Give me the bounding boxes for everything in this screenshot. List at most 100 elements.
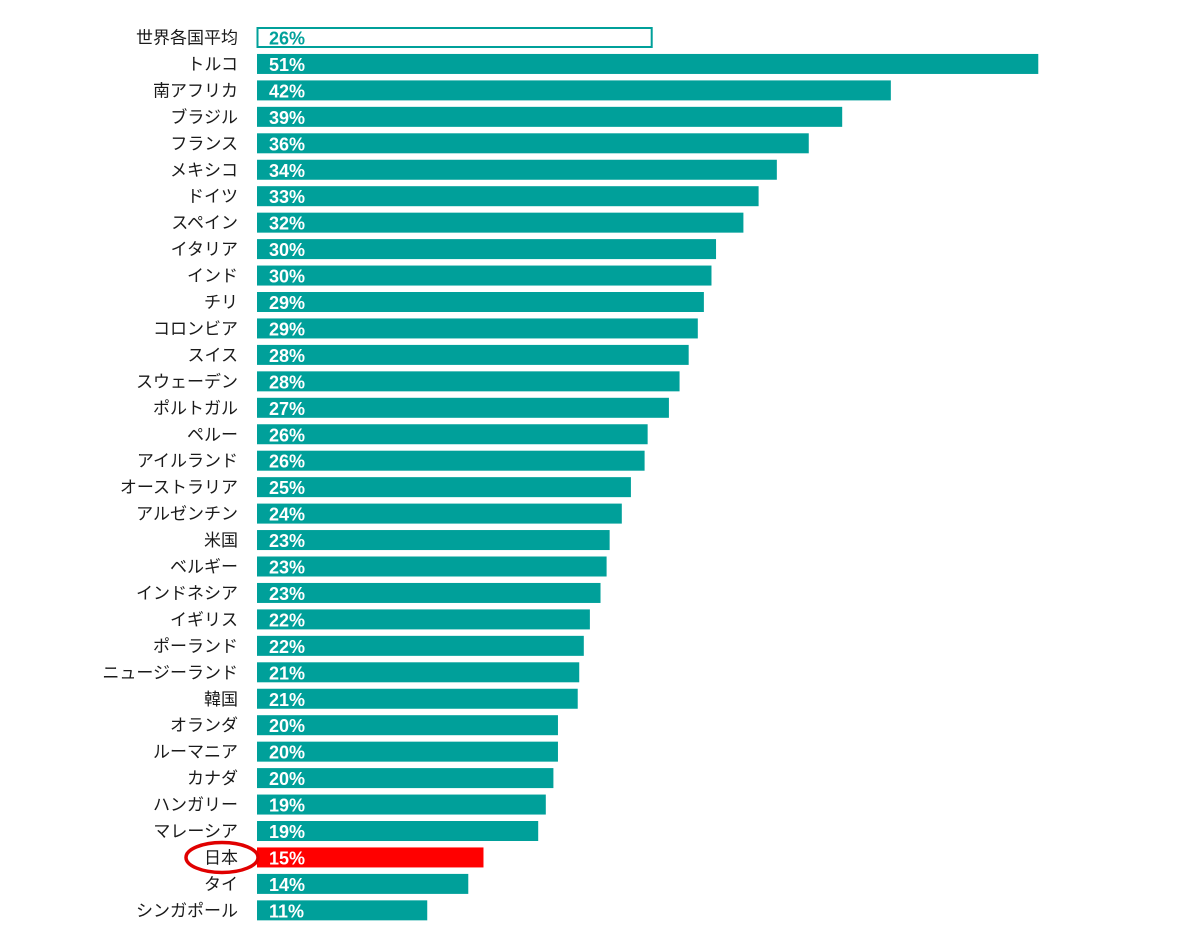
category-label: 韓国	[204, 690, 238, 710]
value-label: 15%	[269, 848, 305, 868]
category-label: イタリア	[171, 240, 238, 260]
bar	[257, 609, 590, 630]
bar	[257, 133, 809, 154]
category-label: フランス	[170, 134, 238, 154]
value-label: 51%	[269, 55, 305, 75]
value-label: 32%	[269, 214, 305, 234]
category-label: オランダ	[170, 716, 238, 736]
bar	[257, 159, 777, 180]
bar	[257, 292, 704, 312]
category-label: スイス	[188, 346, 239, 366]
value-label: 29%	[269, 293, 305, 313]
category-label: イギリス	[170, 610, 238, 630]
value-label: 11%	[269, 901, 304, 921]
category-label: アルゼンチン	[136, 505, 238, 525]
value-label: 34%	[269, 161, 305, 181]
category-label: スウェーデン	[136, 371, 238, 392]
category-label: シンガポール	[136, 901, 238, 921]
category-label: スペイン	[171, 214, 238, 234]
category-label: インド	[187, 267, 238, 287]
value-labels: 26% 51% 42% 39% 36% 34% 33% 32% 30% 30% 29% 29% 28% 2…	[269, 29, 305, 922]
value-label: 23%	[269, 531, 305, 551]
value-label: 19%	[269, 822, 305, 842]
bar	[257, 53, 1039, 74]
category-label: 世界各国平均	[136, 29, 238, 49]
bar	[257, 503, 622, 524]
value-label: 20%	[269, 769, 305, 789]
value-label: 30%	[269, 240, 305, 260]
bar	[257, 741, 558, 762]
bar	[257, 371, 680, 392]
value-label: 20%	[269, 743, 305, 763]
category-label: 日本	[204, 848, 238, 868]
value-label: 23%	[269, 584, 305, 604]
value-label: 23%	[269, 558, 305, 578]
value-label: 42%	[269, 81, 305, 101]
category-label: ペルー	[187, 425, 238, 445]
bar	[257, 106, 843, 127]
bar	[257, 212, 744, 233]
bar	[257, 265, 712, 286]
category-label: インドネシア	[136, 584, 238, 604]
value-label: 28%	[269, 346, 305, 366]
category-label: メキシコ	[170, 161, 238, 181]
bar	[257, 768, 554, 789]
bar	[257, 239, 717, 260]
category-label: ブラジル	[170, 107, 238, 128]
category-label: チリ	[204, 293, 238, 313]
value-label: 33%	[269, 187, 305, 207]
category-label: ニュージーランド	[102, 663, 238, 683]
category-label: カナダ	[187, 769, 238, 789]
value-label: 29%	[269, 319, 305, 339]
bar	[257, 688, 578, 709]
bar	[257, 873, 469, 894]
bar	[257, 900, 428, 921]
value-label: 19%	[269, 796, 305, 816]
value-label: 27%	[269, 399, 305, 419]
category-label: ベルギー	[170, 558, 238, 578]
value-label: 24%	[269, 505, 305, 525]
category-label: ポルトガル	[153, 399, 238, 419]
value-label: 20%	[269, 716, 305, 736]
value-label: 21%	[269, 690, 305, 710]
bar	[257, 344, 689, 365]
value-label: 26%	[269, 452, 305, 472]
bar	[257, 582, 601, 603]
category-label: ルーマニア	[153, 743, 238, 763]
bar	[257, 794, 546, 815]
value-label: 22%	[269, 610, 305, 630]
category-label: トルコ	[187, 55, 238, 75]
bar	[257, 662, 580, 683]
value-label: 30%	[269, 267, 305, 287]
bar	[257, 397, 669, 418]
category-labels: 世界各国平均トルコ南アフリカブラジルフランスメキシコドイツスペインイタリアインド…	[102, 29, 238, 922]
category-label: ハンガリー	[153, 796, 238, 816]
bar	[257, 80, 891, 101]
value-label: 28%	[269, 372, 305, 392]
value-label: 25%	[269, 478, 305, 498]
bar	[257, 450, 645, 471]
bar	[257, 635, 584, 656]
bar	[257, 318, 698, 339]
category-label: コロンビア	[153, 319, 238, 339]
bar	[257, 556, 607, 577]
category-label: マレーシア	[153, 822, 238, 842]
value-label: 22%	[269, 637, 305, 657]
bar	[257, 424, 648, 445]
bar	[257, 821, 539, 841]
highlight-marks	[184, 840, 260, 875]
bar	[257, 186, 759, 207]
category-label: 南アフリカ	[153, 81, 238, 101]
value-label: 26%	[269, 425, 305, 445]
bar	[257, 530, 610, 551]
value-label: 14%	[269, 875, 305, 895]
value-label: 21%	[269, 663, 305, 683]
highlight-circle	[184, 840, 260, 875]
category-label: ドイツ	[187, 187, 238, 207]
category-label: ポーランド	[153, 637, 238, 657]
category-label: オーストラリア	[120, 478, 238, 498]
category-label: タイ	[204, 875, 238, 895]
category-label: アイルランド	[137, 452, 238, 472]
bar	[257, 715, 558, 736]
